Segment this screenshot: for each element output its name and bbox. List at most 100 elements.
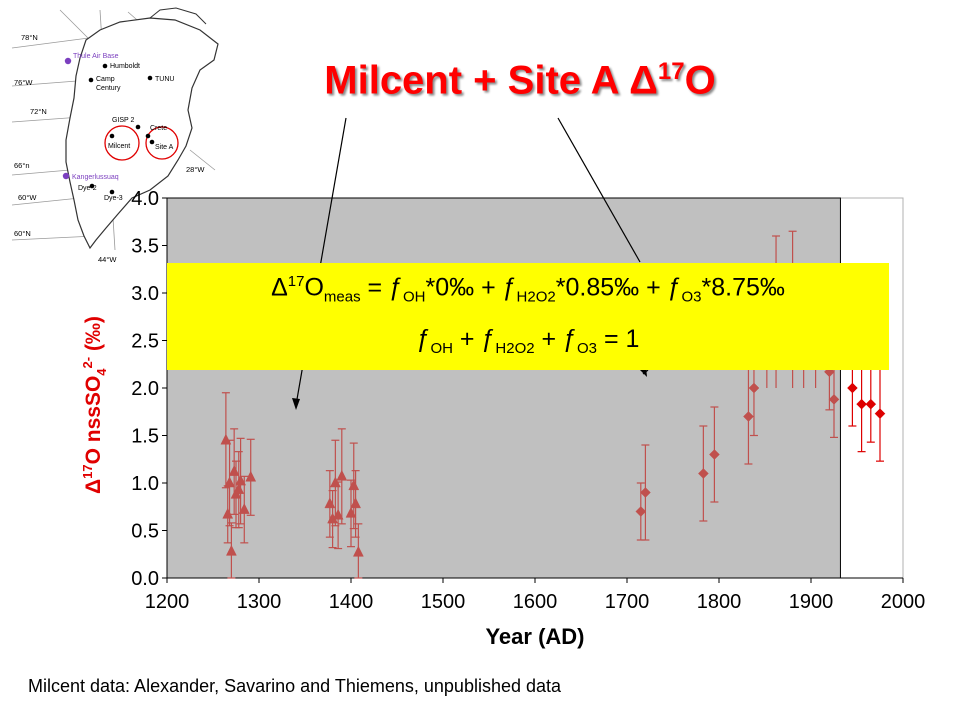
title-delta: Δ (629, 58, 658, 103)
data-point-triangle (224, 476, 235, 488)
eq-sup: 17 (287, 273, 305, 290)
map-lat-60: 60°N (14, 229, 31, 238)
eq2-p2: + ƒ (534, 325, 577, 353)
equation-box: Δ17Omeas = ƒOH*0‰ + ƒH2O2*0.85‰ + ƒO3*8.… (167, 263, 889, 370)
data-point-triangle (228, 465, 240, 476)
equation-line-1: Δ17Omeas = ƒOH*0‰ + ƒH2O2*0.85‰ + ƒO3*8.… (167, 273, 889, 305)
eq2-h2o2: H2O2 (495, 340, 535, 357)
data-point-diamond (748, 382, 760, 394)
map-lon-76: 76°W (14, 78, 33, 87)
eq2-f1: ƒ (416, 325, 431, 353)
data-point-diamond (856, 398, 867, 410)
title-sup: 17 (657, 58, 685, 85)
data-point-triangle (220, 433, 232, 445)
eq2-o3: O3 (576, 340, 597, 357)
shaded-region (166, 197, 841, 579)
equation-line-2: ƒOH + ƒH2O2 + ƒO3 = 1 (167, 325, 889, 357)
eq-t1: = ƒ (360, 273, 404, 302)
eq-o3: O3 (681, 288, 702, 306)
site-a-circle (145, 126, 179, 160)
map-site-gisp2: GISP 2 (112, 117, 135, 124)
greenland-map: 78°N 76°W 72°N 66°n 60°W 60°N 28°W 44°W … (11, 7, 219, 264)
data-point-diamond (828, 394, 840, 405)
slide-title: Milcent + Site A Δ17O (250, 58, 790, 103)
x-tick-label: 1400 (329, 591, 374, 613)
data-point-triangle (348, 479, 360, 491)
map-site-site-a: Site A (155, 144, 174, 151)
map-site-century: Century (96, 85, 121, 92)
data-credit: Milcent data: Alexander, Savarino and Th… (28, 676, 562, 696)
map-site-dye3: Dye-3 (104, 195, 123, 202)
y-tick-label: 2.0 (131, 378, 159, 400)
svg-text:Δ17O nssSO42- (‰): Δ17O nssSO42- (‰) (80, 316, 109, 494)
map-site-thule: Thule Air Base (73, 53, 119, 60)
x-tick-label: 1900 (789, 591, 834, 613)
title-tail: O (684, 58, 716, 103)
eq-t3: *0.85‰ + ƒ (555, 273, 682, 302)
site-markers (62, 57, 155, 195)
x-tick-label: 1800 (697, 591, 742, 613)
data-point-triangle (350, 497, 362, 509)
data-point-diamond (865, 398, 877, 410)
milcent-circle (104, 125, 140, 161)
data-point-triangle (336, 469, 348, 481)
data-point-triangle (352, 545, 364, 557)
data-point-triangle (222, 507, 234, 519)
data-point-diamond (743, 411, 754, 422)
map-lat-66: 66°n (14, 161, 30, 170)
data-point-diamond (709, 449, 720, 460)
eq-delta: Δ (271, 273, 288, 302)
y-tick-label: 1.0 (131, 473, 159, 495)
map-site-dye2: Dye-2 (78, 185, 97, 192)
x-tick-label: 1700 (605, 591, 650, 613)
x-tick-label: 2000 (881, 591, 926, 613)
greenland-outline (65, 17, 219, 250)
map-site-milcent: Milcent (108, 143, 130, 150)
eq-oh: OH (403, 288, 426, 306)
map-site-camp: Camp (96, 76, 115, 83)
data-point-diamond (640, 487, 651, 498)
data-point-diamond (874, 408, 886, 420)
x-axis-label: Year (AD) (485, 624, 584, 649)
data-point-triangle (238, 503, 250, 514)
map-site-humboldt: Humboldt (110, 63, 140, 70)
data-point-triangle (233, 483, 245, 494)
map-lon-28: 28°W (186, 165, 205, 174)
eq-lhs: O (304, 273, 324, 302)
data-point-diamond (698, 468, 709, 479)
y-tick-label: 3.5 (131, 236, 159, 258)
y-tick-label: 1.5 (131, 426, 159, 448)
map-lon-60: 60°W (18, 193, 37, 202)
data-point-triangle (225, 544, 237, 556)
map-lat-72: 72°N (30, 107, 47, 116)
data-point-triangle (235, 474, 247, 486)
axes: 0.0 0.5 1.0 1.5 2.0 2.5 3.0 3.5 4.0 1200 1300 1400 1… (131, 188, 925, 613)
x-tick-label: 1600 (513, 591, 558, 613)
data-point-triangle (332, 508, 344, 520)
data-point-diamond (635, 506, 647, 517)
y-tick-label: 0.5 (131, 521, 159, 543)
map-site-crete: Crete (150, 125, 167, 132)
map-site-tunu: TUNU (155, 76, 174, 83)
map-site-kangerlussuaq: Kangerlussuaq (72, 174, 119, 181)
title-text: Milcent + Site A (324, 58, 630, 103)
eq-h2o2: H2O2 (516, 288, 556, 306)
y-tick-label: 0.0 (131, 568, 159, 590)
map-lat-78: 78°N (21, 33, 38, 42)
y-tick-label: 2.5 (131, 331, 159, 353)
arrowhead-left (292, 398, 300, 410)
eq2-p3: = 1 (597, 325, 640, 353)
y-tick-label: 4.0 (131, 188, 159, 210)
y-tick-label: 3.0 (131, 283, 159, 305)
eq-meas: meas (323, 288, 361, 306)
eq2-oh: OH (430, 340, 453, 357)
x-tick-label: 1300 (237, 591, 282, 613)
eq-t2: *0‰ + ƒ (425, 273, 517, 302)
eq-t4: *8.75‰ (701, 273, 785, 302)
eq2-p1: + ƒ (452, 325, 496, 353)
x-tick-label: 1200 (145, 591, 190, 613)
data-point-triangle (245, 470, 257, 482)
data-point-diamond (847, 382, 858, 394)
map-lon-44: 44°W (98, 255, 117, 264)
